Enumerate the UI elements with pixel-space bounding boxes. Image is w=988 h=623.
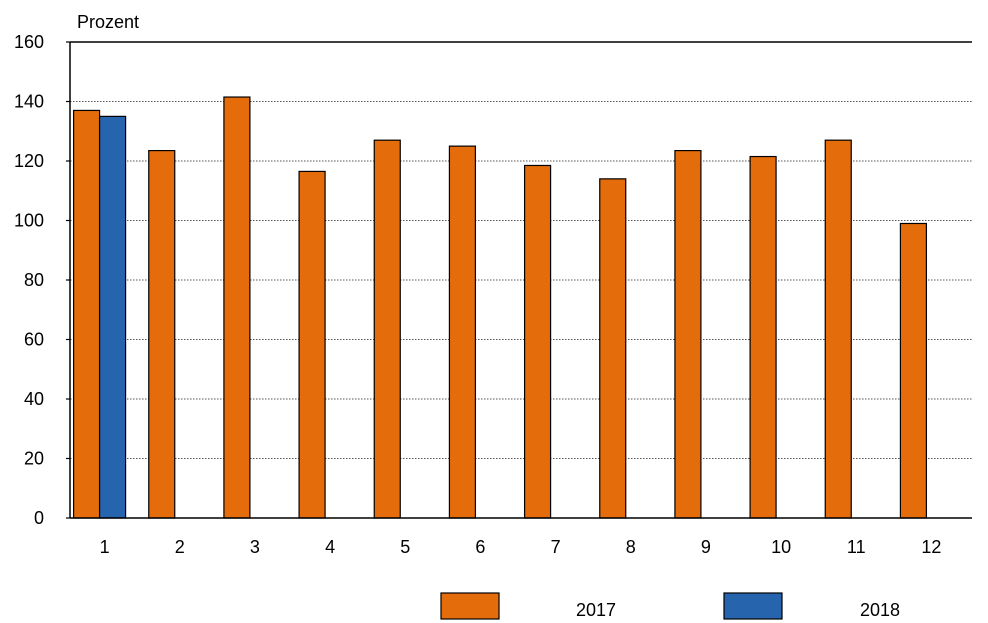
y-tick-label: 80 — [24, 270, 44, 290]
grid-lines — [70, 101, 972, 459]
legend: 2017 2018 — [440, 592, 900, 620]
y-tick-label: 40 — [24, 389, 44, 409]
x-tick-label: 2 — [175, 537, 185, 557]
y-tick-labels: 0 20 40 60 80 100 120 140 160 — [14, 32, 44, 528]
y-tick-label: 140 — [14, 92, 44, 112]
bar-2017-9 — [674, 149, 702, 519]
bar-2017-8 — [599, 178, 627, 519]
bar-2017-10 — [749, 155, 777, 519]
legend-swatch-2017 — [440, 592, 500, 620]
bar-2017-3 — [223, 96, 251, 519]
legend-label-2018: 2018 — [860, 600, 900, 620]
y-tick-label: 120 — [14, 151, 44, 171]
bar-2017-6 — [448, 145, 477, 519]
bar-2017-7 — [523, 164, 552, 519]
bar-2017-4 — [298, 170, 326, 519]
bar-2017-2 — [148, 149, 176, 519]
x-tick-label: 6 — [475, 537, 485, 557]
y-tick-label: 60 — [24, 330, 44, 350]
axes — [66, 41, 972, 519]
legend-swatch-2018 — [723, 592, 783, 620]
y-tick-label: 20 — [24, 449, 44, 469]
bar-2017-12 — [899, 222, 928, 519]
bar-2017-5 — [373, 139, 401, 519]
y-tick-label: 100 — [14, 211, 44, 231]
x-tick-label: 12 — [921, 537, 941, 557]
x-tick-label: 4 — [325, 537, 335, 557]
bars — [72, 96, 928, 519]
y-tick-label: 0 — [34, 508, 44, 528]
y-axis-label: Prozent — [77, 12, 139, 32]
x-tick-label: 11 — [847, 537, 866, 557]
x-tick-label: 7 — [551, 537, 561, 557]
bar-2017-11 — [824, 139, 852, 519]
x-tick-label: 8 — [626, 537, 636, 557]
x-tick-labels: 1 2 3 4 5 6 7 8 9 10 11 12 — [100, 537, 942, 557]
y-tick-label: 160 — [14, 32, 44, 52]
x-tick-label: 3 — [250, 537, 260, 557]
x-tick-label: 10 — [771, 537, 791, 557]
x-tick-label: 5 — [400, 537, 410, 557]
bar-2018-1 — [98, 115, 127, 519]
x-tick-label: 1 — [100, 537, 110, 557]
x-tick-label: 9 — [701, 537, 711, 557]
bar-2017-1 — [72, 109, 101, 519]
legend-label-2017: 2017 — [576, 600, 616, 620]
